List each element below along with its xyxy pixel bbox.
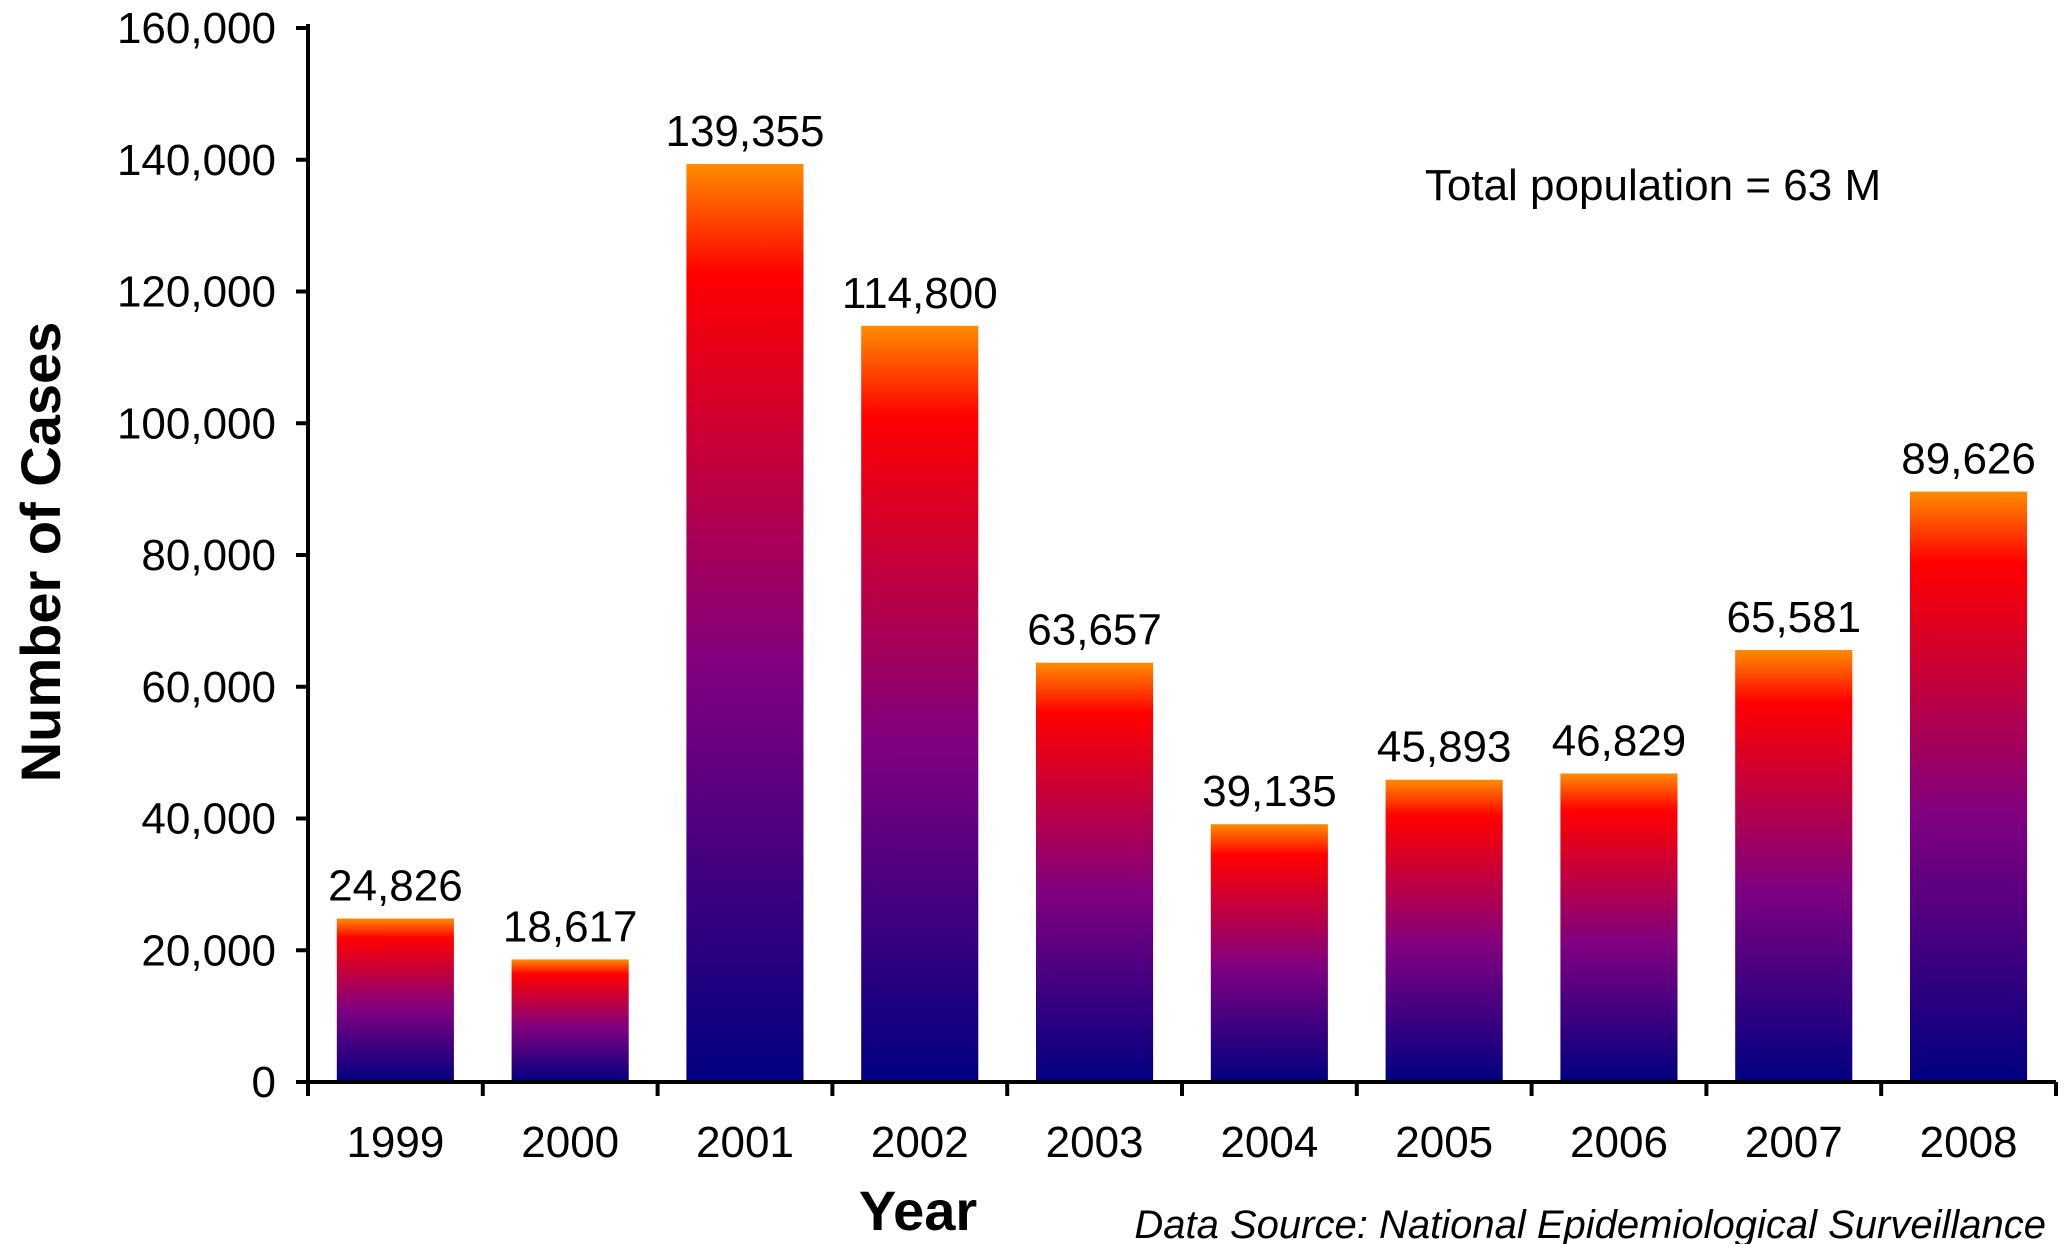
data-label-2004: 39,135 bbox=[1202, 767, 1337, 816]
data-label-1999: 24,826 bbox=[328, 862, 463, 911]
x-tick-label-2006: 2006 bbox=[1570, 1118, 1668, 1167]
data-label-2002: 114,800 bbox=[842, 269, 998, 318]
x-tick-label-1999: 1999 bbox=[346, 1118, 444, 1167]
y-tick-label: 160,000 bbox=[117, 4, 276, 53]
y-axis-title: Number of Cases bbox=[9, 322, 72, 783]
y-tick-label: 40,000 bbox=[141, 795, 276, 844]
bar-2006 bbox=[1560, 773, 1678, 1082]
x-tick-label-2007: 2007 bbox=[1745, 1118, 1843, 1167]
labels: 24,826 1999 18,617 2000 139,355 2001 114,800 20… bbox=[117, 4, 2036, 1167]
data-label-2005: 45,893 bbox=[1377, 723, 1512, 772]
bar-2001 bbox=[686, 164, 804, 1082]
bar-2005 bbox=[1385, 779, 1503, 1082]
axes bbox=[296, 24, 2058, 1096]
x-tick-label-2002: 2002 bbox=[871, 1118, 969, 1167]
data-label-2007: 65,581 bbox=[1727, 593, 1862, 642]
data-label-2008: 89,626 bbox=[1901, 435, 2036, 484]
x-tick-label-2004: 2004 bbox=[1220, 1118, 1318, 1167]
data-source-note: Data Source: National Epidemiological Su… bbox=[1134, 1203, 2046, 1244]
y-tick-label: 100,000 bbox=[117, 399, 276, 448]
bar-2007 bbox=[1735, 650, 1853, 1082]
population-annotation: Total population = 63 M bbox=[1425, 161, 1881, 210]
bar-1999 bbox=[336, 918, 454, 1082]
bar-2004 bbox=[1210, 824, 1328, 1082]
y-tick-label: 60,000 bbox=[141, 663, 276, 712]
bar-2002 bbox=[861, 325, 979, 1082]
y-tick-label: 80,000 bbox=[141, 531, 276, 580]
bar-2008 bbox=[1910, 491, 2028, 1083]
data-label-2006: 46,829 bbox=[1552, 717, 1687, 766]
y-tick-label: 120,000 bbox=[117, 268, 276, 317]
x-tick-label-2000: 2000 bbox=[521, 1118, 619, 1167]
bars bbox=[336, 164, 2028, 1083]
x-tick-label-2001: 2001 bbox=[696, 1118, 794, 1167]
y-tick-label: 140,000 bbox=[117, 136, 276, 185]
bar-2003 bbox=[1036, 662, 1154, 1082]
data-label-2003: 63,657 bbox=[1027, 606, 1162, 655]
x-tick-label-2003: 2003 bbox=[1046, 1118, 1144, 1167]
x-tick-label-2008: 2008 bbox=[1920, 1118, 2018, 1167]
x-tick-label-2005: 2005 bbox=[1395, 1118, 1493, 1167]
data-label-2000: 18,617 bbox=[503, 902, 638, 951]
y-tick-label: 20,000 bbox=[141, 926, 276, 975]
data-label-2001: 139,355 bbox=[665, 107, 824, 156]
bar-2000 bbox=[511, 959, 629, 1082]
y-tick-label: 0 bbox=[252, 1058, 276, 1107]
x-axis-title: Year bbox=[859, 1179, 977, 1242]
